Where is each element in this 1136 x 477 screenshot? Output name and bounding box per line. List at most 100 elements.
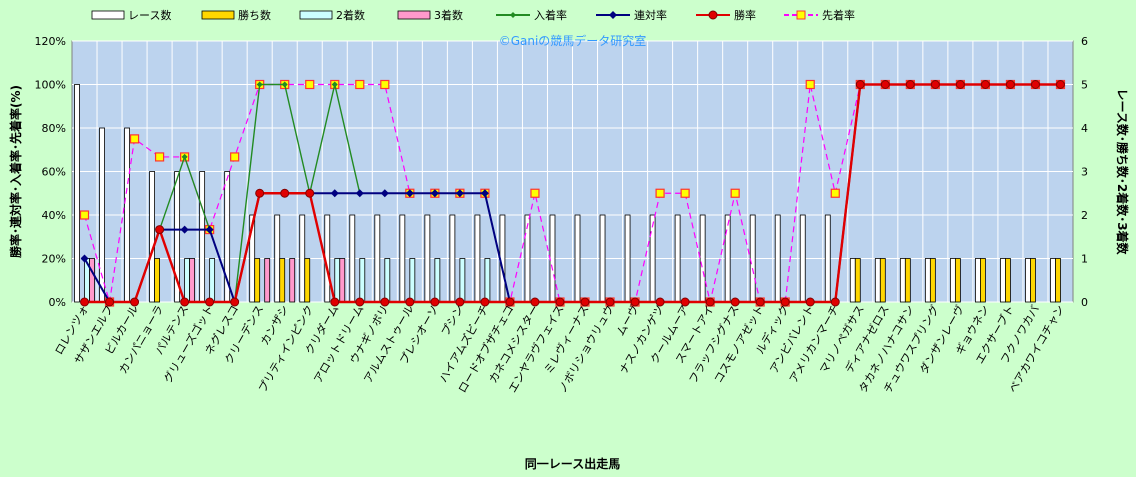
bar-レース数-ディアナゼロス — [874, 258, 881, 303]
point-勝率 — [380, 297, 390, 307]
legend-swatch — [397, 10, 431, 20]
point-勝率 — [930, 80, 940, 89]
bar-2着数-プレシオーソ — [434, 258, 441, 303]
legend-marker — [510, 12, 516, 18]
bar-レース数-ウナギノボリ — [374, 214, 381, 303]
point-勝率 — [280, 188, 290, 198]
bar-レース数-ルディック — [774, 214, 781, 303]
point-勝率 — [680, 297, 690, 307]
bar-2着数-ハイアムズビーチ — [484, 258, 491, 303]
bar-レース数-グリューズゴット — [199, 171, 206, 303]
point-勝率 — [505, 297, 515, 307]
legend-marker — [708, 10, 718, 20]
left-tick-label: 40% — [42, 209, 66, 222]
bar-勝ち数-タカネノハナコサン — [904, 258, 911, 303]
point-勝率 — [730, 297, 740, 307]
bar-レース数-アルムストゥール — [399, 214, 406, 303]
point-入着率 — [281, 81, 288, 88]
bar-3着数-カンザシ — [289, 258, 296, 303]
left-axis-ticks: 0% 20% 40% 60% 80% 100% 120% — [35, 35, 66, 309]
bar-勝ち数-ディアナゼロス — [879, 258, 886, 303]
bar-2着数-アロットドリーム — [359, 258, 366, 303]
bar-レース数-フラッフシグナス — [724, 214, 731, 303]
point-勝率 — [655, 297, 665, 307]
bar-勝ち数-エクサーブト — [1005, 258, 1011, 303]
bar-レース数-チュウワスプリング — [924, 258, 931, 303]
legend-item-3着数: 3着数 — [397, 8, 463, 22]
bar-2着数-クリダーム — [334, 258, 341, 303]
legend-label: 入着率 — [534, 8, 567, 22]
point-勝率 — [1030, 80, 1040, 89]
point-勝率 — [155, 225, 165, 235]
legend-item-勝率: 勝率 — [696, 8, 756, 22]
bar-3着数-クリダーム — [339, 258, 346, 303]
point-先着率 — [154, 152, 165, 162]
legend-swatch — [201, 10, 235, 20]
bar-3着数-ロレンツォ — [89, 258, 95, 303]
point-連対率 — [355, 189, 364, 198]
bar-レース数-マリノペガサス — [849, 258, 856, 303]
point-連対率 — [405, 189, 414, 198]
bar-勝ち数-チュウワスプリング — [929, 258, 936, 303]
bar-レース数-クールムーア — [674, 214, 681, 303]
legend: レース数 勝ち数 2着数 3着数 入着率 連対率 勝率 先着率 — [91, 8, 855, 22]
point-勝率 — [605, 297, 615, 307]
bar-レース数-プレシオーソ — [424, 214, 431, 303]
point-勝率 — [630, 297, 640, 307]
bar-3着数-パルテンス — [189, 258, 196, 303]
point-勝率 — [130, 297, 140, 307]
right-axis-title: レース数･勝ち数･2着数･3着数 — [1115, 88, 1130, 255]
legend-item-レース数: レース数 — [91, 9, 171, 22]
right-tick-label: 2 — [1081, 209, 1088, 222]
point-勝率 — [830, 297, 840, 307]
legend-item-勝ち数: 勝ち数 — [201, 8, 271, 22]
left-tick-label: 100% — [35, 79, 66, 92]
bar-レース数-ノボリショウリュウ — [599, 214, 606, 303]
left-tick-label: 20% — [42, 253, 66, 266]
bar-レース数-パルテンス — [174, 171, 181, 303]
bar-レース数-ハイアムズビーチ — [474, 214, 481, 303]
point-勝率 — [580, 297, 590, 307]
point-勝率 — [880, 80, 890, 89]
x-axis-title: 同一レース出走馬 — [525, 456, 620, 471]
point-先着率 — [79, 210, 90, 220]
bar-2着数-グリューズゴット — [209, 258, 216, 303]
bar-レース数-エクサーブト — [1000, 258, 1006, 303]
point-勝率 — [355, 297, 365, 307]
legend-swatch — [91, 10, 125, 20]
legend-label: 先着率 — [822, 8, 855, 22]
point-勝率 — [255, 188, 265, 198]
left-tick-label: 120% — [35, 35, 66, 48]
bar-レース数-アロットドリーム — [349, 214, 356, 303]
bar-レース数-アンビバレント — [799, 214, 806, 303]
right-tick-label: 5 — [1081, 79, 1088, 92]
right-tick-label: 6 — [1081, 35, 1088, 48]
legend-item-連対率: 連対率 — [596, 8, 667, 22]
point-勝率 — [805, 297, 815, 307]
left-tick-label: 60% — [42, 166, 66, 179]
bar-レース数-ギョウネン — [975, 258, 981, 303]
line-series — [79, 79, 1066, 307]
legend-item-先着率: 先着率 — [784, 8, 855, 22]
bar-レース数-ビルカール — [124, 127, 130, 303]
legend-item-入着率: 入着率 — [496, 8, 567, 22]
bar-勝ち数-ギョウネン — [980, 258, 986, 303]
point-先着率 — [305, 79, 315, 90]
bar-勝ち数-プリティインピンク — [304, 258, 311, 303]
point-先着率 — [129, 134, 140, 144]
point-勝率 — [705, 297, 715, 307]
point-勝率 — [980, 80, 990, 89]
point-勝率 — [755, 297, 765, 307]
legend-swatch — [299, 10, 333, 20]
point-勝率 — [1005, 80, 1015, 89]
legend-item-2着数: 2着数 — [299, 8, 365, 22]
legend-label: レース数 — [128, 9, 171, 22]
right-tick-label: 4 — [1081, 122, 1088, 135]
bar-3着数-クリーデンス — [264, 258, 271, 303]
legend-label: 3着数 — [434, 8, 463, 22]
point-勝率 — [330, 297, 340, 307]
point-連対率 — [205, 225, 214, 234]
bar-レース数-アメリカンマーチ — [824, 214, 831, 303]
bar-レース数-コスモノアゼット — [749, 214, 756, 303]
